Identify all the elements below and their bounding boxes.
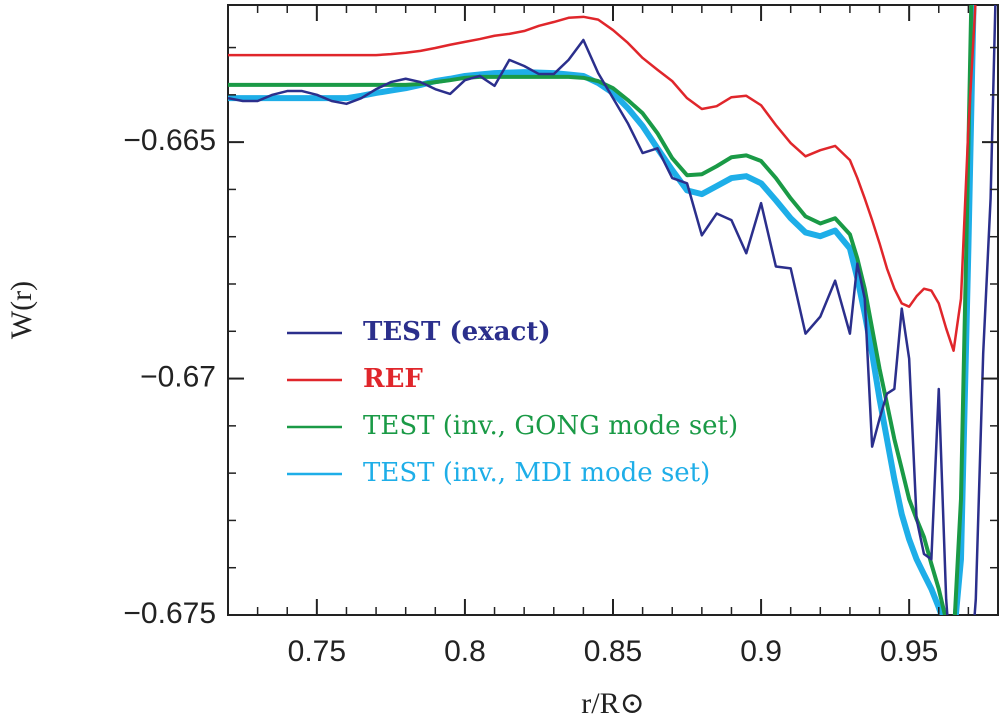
series-line <box>228 5 974 615</box>
legend-label: TEST (inv., GONG mode set) <box>363 411 738 441</box>
y-tick-label: −0.675 <box>123 597 216 630</box>
x-axis-title: r/R⊙ <box>581 687 644 720</box>
x-tick-label: 0.95 <box>880 635 938 668</box>
x-tick-label: 0.9 <box>740 635 782 668</box>
legend-label: TEST (exact) <box>363 317 551 347</box>
y-tick-label: −0.67 <box>140 360 216 393</box>
x-tick-label: 0.85 <box>584 635 642 668</box>
series-line <box>228 5 977 615</box>
y-axis-title: W(r) <box>5 281 38 339</box>
legend-label: TEST (inv., MDI mode set) <box>363 458 710 488</box>
y-tick-label: −0.665 <box>123 124 216 157</box>
series-line <box>228 5 997 615</box>
x-tick-label: 0.75 <box>288 635 346 668</box>
plot-area <box>228 5 997 615</box>
x-tick-label: 0.8 <box>444 635 486 668</box>
legend-label: REF <box>363 364 423 394</box>
series-line <box>228 5 977 352</box>
